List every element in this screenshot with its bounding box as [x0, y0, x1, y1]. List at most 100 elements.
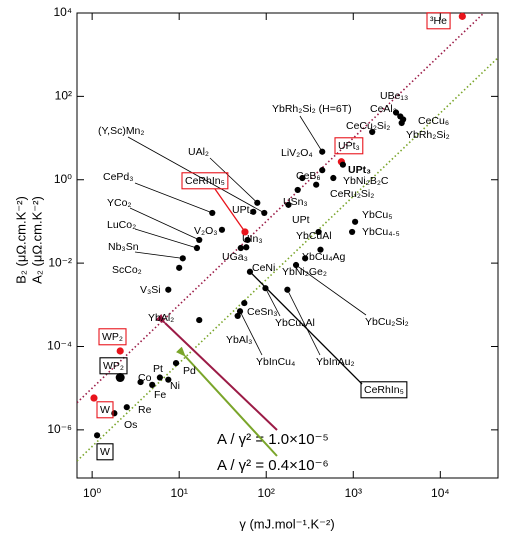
point-label: V₂O₃ — [194, 225, 218, 237]
data-point — [111, 410, 118, 417]
data-point — [237, 244, 244, 252]
data-point — [250, 208, 257, 215]
y-axis-label: A₂ (μΩ.cm.K⁻²) — [29, 196, 44, 284]
y-tick-label: 10⁰ — [54, 172, 72, 186]
point-label: CeSn₃ — [247, 306, 278, 318]
label-box — [334, 137, 364, 155]
leader-line — [295, 264, 367, 316]
leader-line — [209, 157, 258, 204]
data-point — [313, 181, 320, 188]
point-label: Nb₃Sn — [108, 241, 139, 253]
point-label: YbCu₄Al — [275, 317, 315, 329]
label-box — [426, 12, 451, 30]
data-point — [165, 376, 172, 383]
leader-line — [299, 115, 323, 152]
point-label: ScCo₂ — [112, 264, 142, 276]
data-point — [218, 226, 226, 233]
data-point — [209, 209, 216, 217]
label-box — [99, 357, 128, 375]
point-label: Co — [138, 372, 152, 384]
data-point — [196, 316, 203, 324]
annotation: A / γ² = 0.4×10⁻⁶ — [217, 457, 329, 474]
point-label: Fe — [154, 389, 166, 401]
data-point — [243, 244, 250, 251]
point-label: CeCu₆ — [418, 115, 449, 127]
x-tick-label: 10² — [258, 486, 275, 500]
point-label: V₃Si — [140, 284, 161, 296]
point-label: UIn₃ — [242, 233, 263, 245]
x-tick-label: 10¹ — [171, 486, 188, 500]
leader-line — [239, 311, 263, 356]
point-label: CeB₆ — [296, 170, 321, 182]
point-label: CeCu₂Si₂ — [346, 120, 390, 132]
point-label: UPt₂ — [232, 204, 254, 216]
point-label: UPt₃ — [338, 140, 360, 152]
reference-line — [77, 57, 498, 462]
label-box — [181, 172, 229, 190]
leader-line — [265, 288, 281, 317]
y-tick-label: 10⁻⁶ — [47, 422, 72, 436]
label-box — [96, 443, 114, 461]
data-point — [339, 161, 346, 168]
data-point — [137, 378, 144, 386]
point-label: YbInCu₄ — [256, 356, 295, 368]
data-point — [392, 109, 400, 116]
data-point — [285, 201, 292, 208]
point-label: CeAl₃ — [370, 103, 397, 115]
x-axis-label: γ (mJ.mol⁻¹.K⁻²) — [239, 516, 334, 531]
point-label: CeNi — [252, 262, 275, 274]
leader-line — [134, 182, 213, 214]
leader-line — [127, 136, 265, 214]
reference-lines — [77, 13, 498, 462]
leader-line — [129, 207, 200, 241]
data-point — [116, 347, 124, 355]
data-point — [90, 394, 98, 402]
y-axis-label: B₂ (μΩ.cm.K⁻²) — [13, 196, 28, 284]
data-point — [254, 199, 261, 206]
data-point — [369, 128, 376, 136]
data-point — [458, 12, 466, 20]
point-label: Os — [124, 419, 137, 431]
point-label: Pt — [153, 363, 163, 375]
y-tick-label: 10² — [55, 89, 72, 103]
point-label: LiV₂O₄ — [281, 147, 313, 159]
data-point — [93, 432, 101, 439]
data-point — [315, 228, 322, 236]
point-label: YbNi₂B₂C — [343, 175, 389, 187]
point-label: YCo₂ — [107, 197, 132, 209]
data-point — [165, 286, 172, 293]
data-point — [246, 268, 254, 275]
data-point — [302, 255, 309, 262]
data-point — [319, 148, 326, 155]
y-tick-label: 10⁻² — [48, 255, 72, 269]
leader-line — [134, 228, 198, 249]
data-point — [319, 167, 326, 174]
point-label: YbRh₂Si₂ — [406, 129, 450, 141]
label-box — [98, 328, 127, 346]
data-point — [284, 286, 291, 293]
reference-line — [77, 13, 485, 404]
leader-line — [134, 251, 183, 259]
point-label: YbCu₅ — [362, 209, 393, 221]
point-label: UPt — [292, 214, 310, 226]
point-label: UAl₂ — [188, 146, 209, 158]
point-label: YbNi₂Ge₂ — [282, 266, 327, 278]
point-label: LuCo₂ — [107, 219, 136, 231]
point-label: YbCu₄.₅ — [362, 226, 400, 238]
point-label: YbRh₂Si₂ (H=6T) — [272, 103, 352, 115]
point-label: W — [100, 404, 110, 416]
point-label: UGa₃ — [222, 251, 248, 263]
point-label: W — [100, 446, 110, 458]
y-tick-label: 10⁻⁴ — [47, 339, 72, 353]
data-point — [352, 218, 359, 225]
data-point — [292, 261, 300, 269]
point-label: WP₂ — [103, 360, 124, 372]
x-tick-label: 10⁴ — [431, 486, 450, 500]
point-label: CePd₃ — [103, 171, 134, 183]
data-point — [299, 174, 306, 182]
point-label: CeRhIn₅ — [185, 175, 225, 187]
point-label: YbInAu₂ — [316, 356, 355, 368]
point-label: UPt₃ — [348, 164, 371, 176]
data-point — [193, 244, 201, 252]
data-point — [398, 119, 405, 127]
